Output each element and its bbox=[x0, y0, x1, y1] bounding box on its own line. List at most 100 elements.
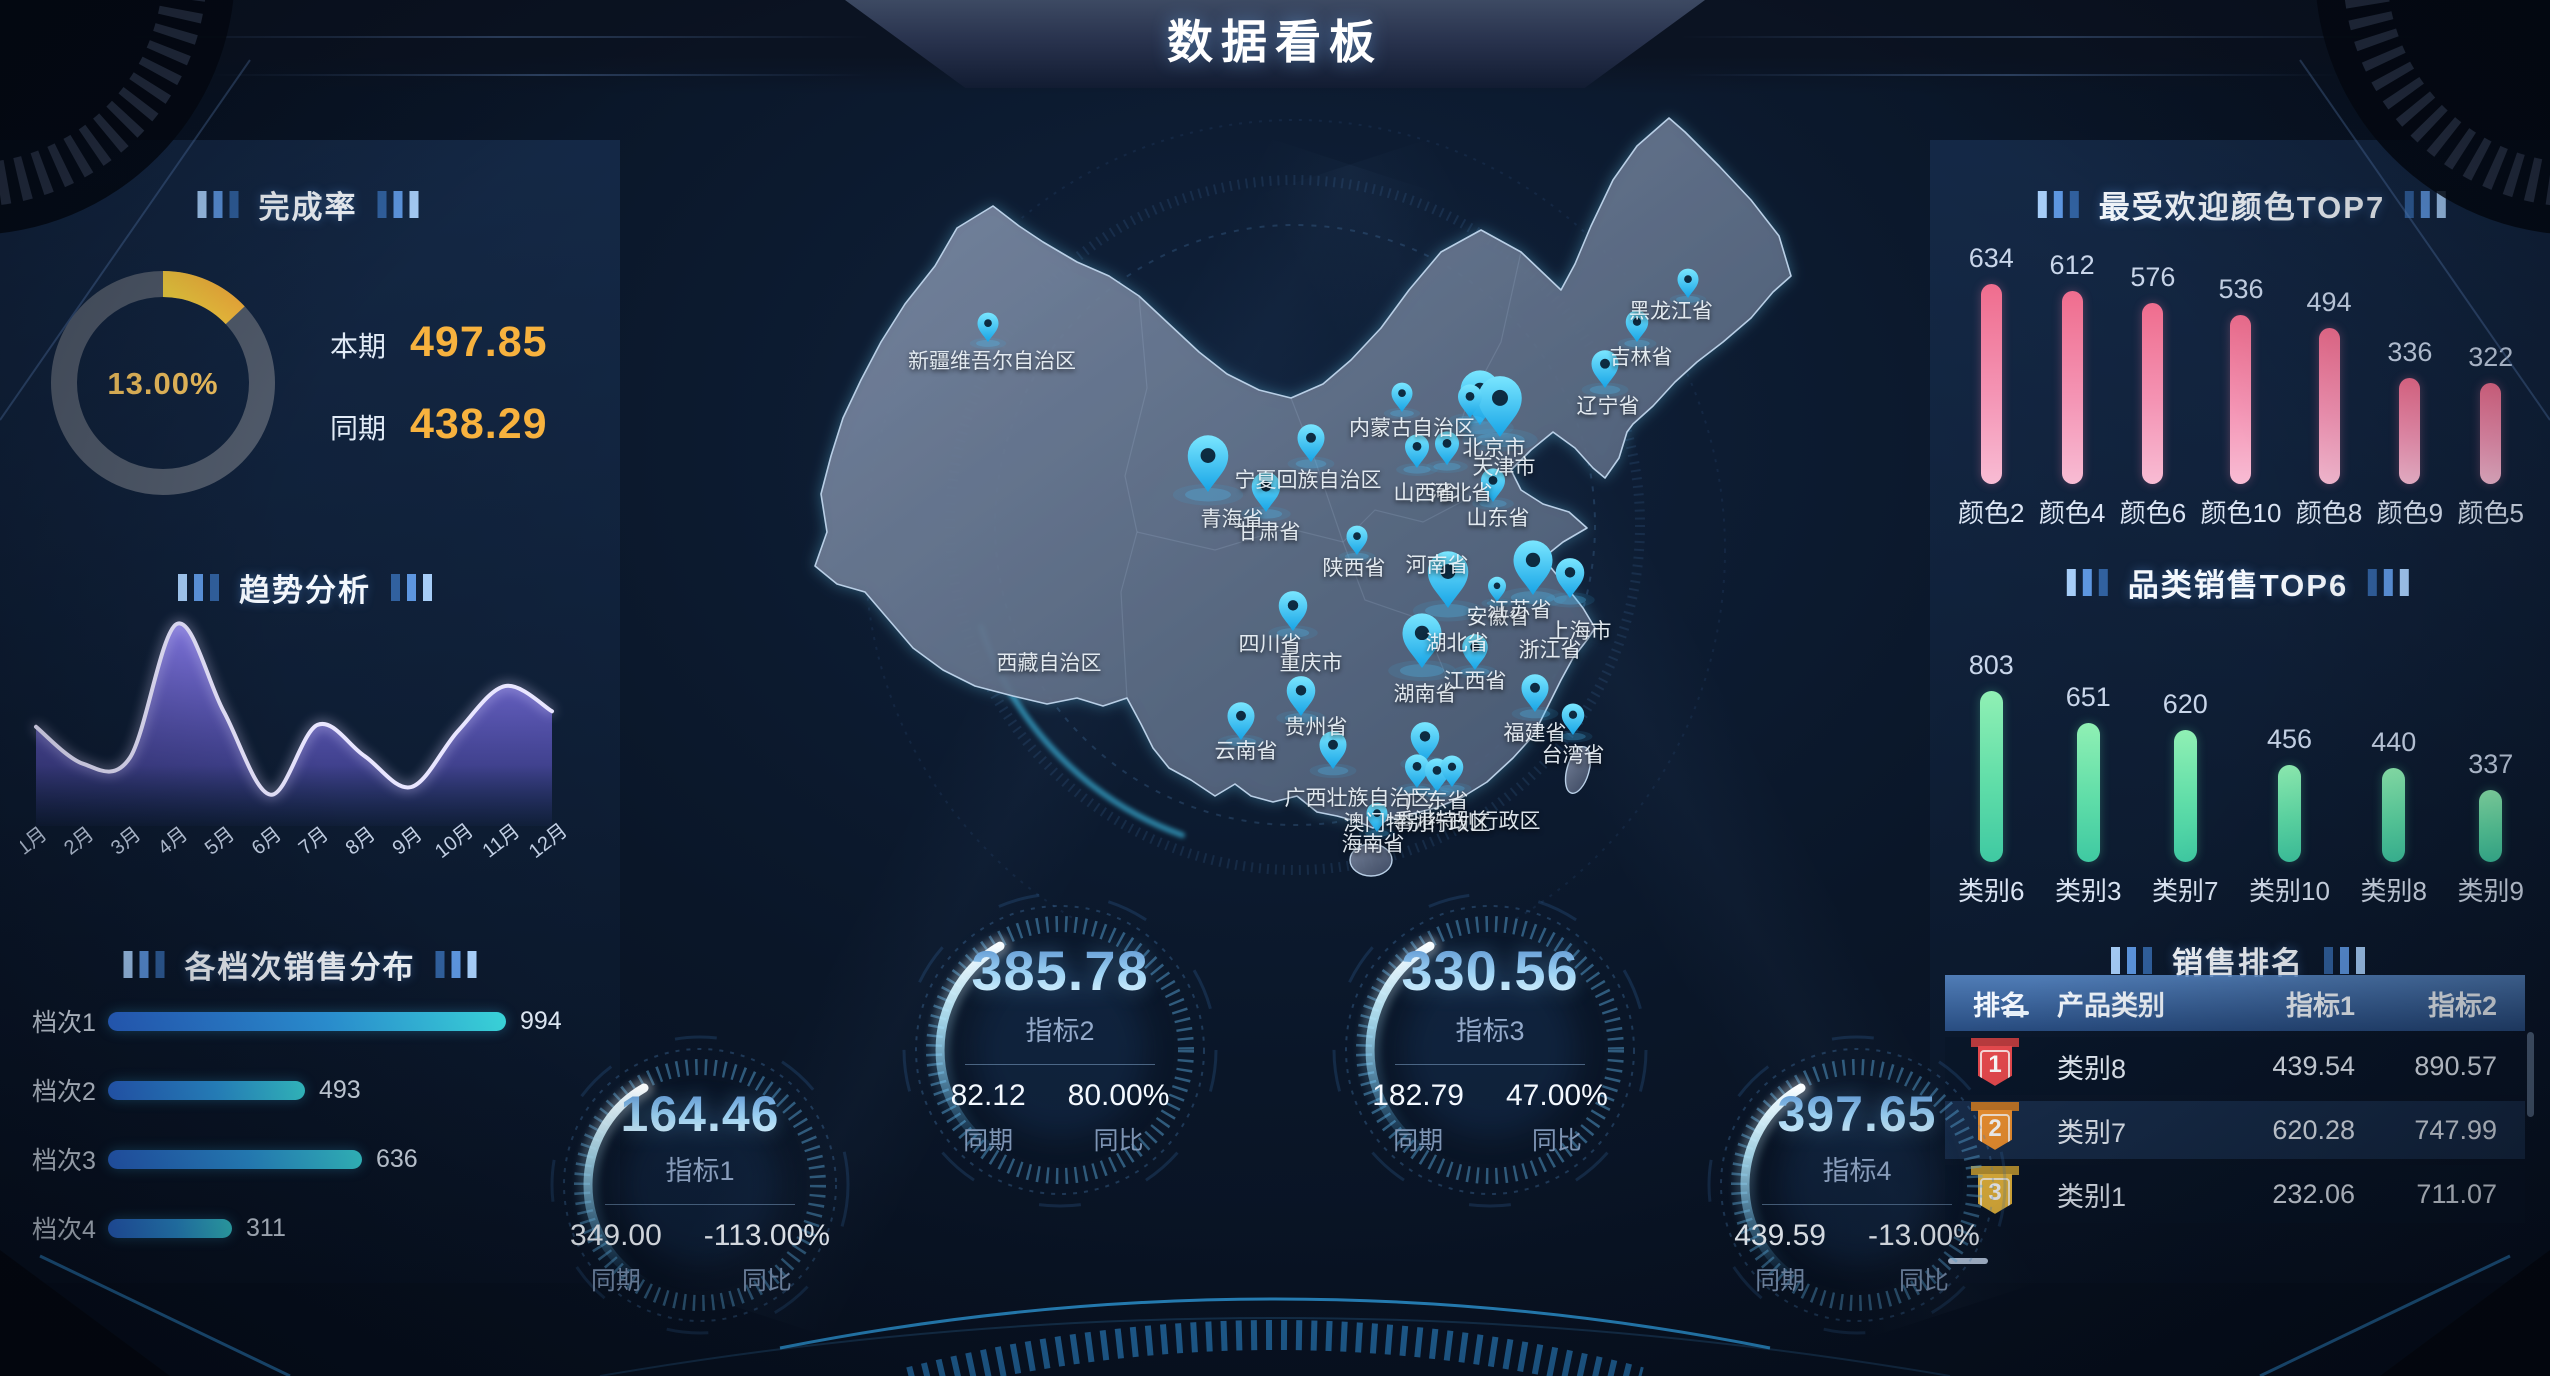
gauge-stats: 349.00 同期 -113.00% 同比 bbox=[570, 1219, 830, 1297]
rank-badge-body: 1 bbox=[1978, 1045, 2012, 1086]
top7-category: 颜色10 bbox=[2200, 498, 2282, 528]
rank-number: 2 bbox=[1980, 1113, 2010, 1150]
top7-value: 536 bbox=[2218, 274, 2264, 304]
header-deco-right-icon bbox=[435, 951, 477, 978]
tier-row: 档次2 493 bbox=[32, 1065, 598, 1115]
gauge-label: 指标3 bbox=[1455, 1016, 1525, 1046]
tier-value: 994 bbox=[520, 1006, 562, 1035]
gauge-prev-label: 同期 bbox=[590, 1267, 641, 1295]
hainan-island bbox=[1349, 843, 1393, 877]
table-header-cell: 排名 bbox=[1973, 990, 2029, 1021]
map-pin-icon bbox=[1287, 424, 1335, 471]
rank-number: 1 bbox=[1980, 1049, 2010, 1086]
gauge-divider bbox=[965, 1064, 1155, 1065]
top6-column: 440 类别8 bbox=[2361, 612, 2427, 908]
top7-column: 336 颜色9 bbox=[2377, 238, 2443, 530]
trend-x-label: 9月 bbox=[389, 823, 427, 859]
top7-column: 634 颜色2 bbox=[1958, 238, 2024, 530]
trend-area-chart: 1月 2月 3月 4月 5月 6月 7月 8月 9月 10月 11月 12月 bbox=[20, 621, 572, 863]
map-pin-icon bbox=[969, 312, 1007, 349]
table-pager-indicator[interactable] bbox=[1948, 1258, 1988, 1264]
top6-category: 类别3 bbox=[2055, 876, 2122, 906]
province-label: 台湾省 bbox=[1542, 744, 1605, 767]
tier-row: 档次1 994 bbox=[32, 996, 598, 1046]
gauge-divider bbox=[605, 1204, 795, 1205]
metric1-cell: 439.54 bbox=[2272, 1050, 2355, 1081]
map-ring-inner bbox=[994, 224, 1596, 826]
header-deco-left-icon bbox=[2111, 947, 2152, 974]
top6-bar bbox=[2076, 723, 2100, 862]
province-label: 吉林省 bbox=[1610, 346, 1673, 369]
table-scrollbar[interactable] bbox=[2527, 1032, 2534, 1117]
page-title: 数据看板 bbox=[1167, 16, 1383, 68]
trend-x-label: 6月 bbox=[248, 823, 286, 859]
gauge-ring bbox=[1332, 892, 1648, 1208]
province-label: 北京市 bbox=[1463, 437, 1526, 460]
province-label: 云南省 bbox=[1215, 740, 1278, 763]
map-pin-icon bbox=[1388, 613, 1456, 681]
top6-bar bbox=[2479, 790, 2503, 862]
china-map: 新疆维吾尔自治区 西藏自治区 青海省 甘肃省 宁夏回族自治区 内蒙古自治区 黑龙江省 吉林省辽… bbox=[675, 80, 1875, 981]
header-deco-right-icon bbox=[2368, 569, 2410, 596]
section-title-completion: 完成率 bbox=[258, 190, 358, 225]
completion-percent: 13.00% bbox=[107, 366, 219, 401]
top6-category: 类别9 bbox=[2457, 876, 2524, 906]
section-header-completion: 完成率 bbox=[197, 182, 419, 227]
top7-column: 536 颜色10 bbox=[2201, 238, 2282, 530]
section-header-trend: 趋势分析 bbox=[178, 565, 432, 610]
gauge-rate-label: 同比 bbox=[1531, 1127, 1582, 1155]
province-label: 湖北省 bbox=[1426, 632, 1489, 655]
completion-rows: 本期 497.85 同期 438.29 bbox=[330, 318, 548, 449]
map-pin-icon bbox=[1449, 384, 1491, 426]
category-cell: 类别8 bbox=[2057, 1053, 2127, 1084]
sort-indicator bbox=[2003, 1010, 2029, 1015]
gauge-ring bbox=[902, 892, 1218, 1208]
rank-badge-bar bbox=[1971, 1037, 2019, 1047]
map-pin-icon bbox=[1172, 435, 1244, 506]
gauge-outer-ring bbox=[915, 905, 1205, 1195]
province-label: 江苏省 bbox=[1489, 599, 1552, 622]
section-header-tiers: 各档次销售分布 bbox=[123, 942, 477, 987]
map-pin-icon bbox=[1383, 382, 1421, 419]
header-line bbox=[1680, 36, 2420, 38]
trend-x-label: 10月 bbox=[431, 820, 478, 863]
gauge-rate-value: -13.00% bbox=[1868, 1219, 1980, 1252]
map-pin-icon bbox=[1617, 310, 1657, 350]
table-row: 2 类别7 620.28 747.99 bbox=[1945, 1101, 2525, 1159]
top7-column: 576 颜色6 bbox=[2120, 238, 2186, 530]
province-label: 天津市 bbox=[1473, 456, 1536, 479]
province-label: 辽宁省 bbox=[1577, 395, 1640, 418]
table-header-cell: 产品类别 bbox=[2057, 990, 2165, 1021]
top6-value: 803 bbox=[1968, 650, 2014, 680]
top7-bar bbox=[1980, 284, 2002, 484]
gauge-rate-value: 80.00% bbox=[1067, 1079, 1170, 1112]
taiwan-island bbox=[1564, 746, 1592, 794]
map-pin-icon bbox=[1545, 558, 1595, 608]
gauge-stats: 439.59 同期 -13.00% 同比 bbox=[1734, 1219, 1980, 1297]
map-pin-icon bbox=[1669, 268, 1707, 305]
gauge-inner-glow bbox=[622, 1107, 778, 1263]
top7-column: 612 颜色4 bbox=[2039, 238, 2105, 530]
top6-category: 类别7 bbox=[2152, 876, 2219, 906]
map-pin-icon bbox=[1472, 468, 1514, 510]
map-pin-icon bbox=[1396, 434, 1438, 476]
gauge-prev-label: 同期 bbox=[1755, 1267, 1806, 1295]
gauge-metric-3: 330.56 指标3 182.79 同期 47.00% 同比 bbox=[1330, 890, 1650, 1210]
province-label: 安徽省 bbox=[1467, 606, 1530, 629]
section-title-top7: 最受欢迎颜色TOP7 bbox=[2098, 190, 2386, 225]
gauge-prev-label: 同期 bbox=[1393, 1127, 1444, 1155]
table-row: 3 类别1 232.06 711.07 bbox=[1945, 1165, 2525, 1223]
section-title-trend: 趋势分析 bbox=[239, 573, 371, 608]
trend-x-label: 7月 bbox=[295, 823, 333, 859]
province-label: 海南省 bbox=[1342, 833, 1405, 856]
gauge-sparse-ring bbox=[1332, 892, 1648, 1208]
province-label: 黑龙江省 bbox=[1629, 300, 1713, 323]
gauge-value: 385.78 bbox=[971, 939, 1149, 1002]
header-band: 数据看板 bbox=[0, 0, 2550, 94]
rank-badge-icon: 3 bbox=[1971, 1165, 2019, 1216]
table-header-row: 排名 产品类别 指标1 指标2 bbox=[1945, 975, 2525, 1031]
province-label: 甘肃省 bbox=[1238, 521, 1301, 544]
trend-x-label: 11月 bbox=[479, 820, 525, 862]
section-title-tiers: 各档次销售分布 bbox=[184, 950, 416, 985]
top6-value: 456 bbox=[2266, 724, 2313, 754]
